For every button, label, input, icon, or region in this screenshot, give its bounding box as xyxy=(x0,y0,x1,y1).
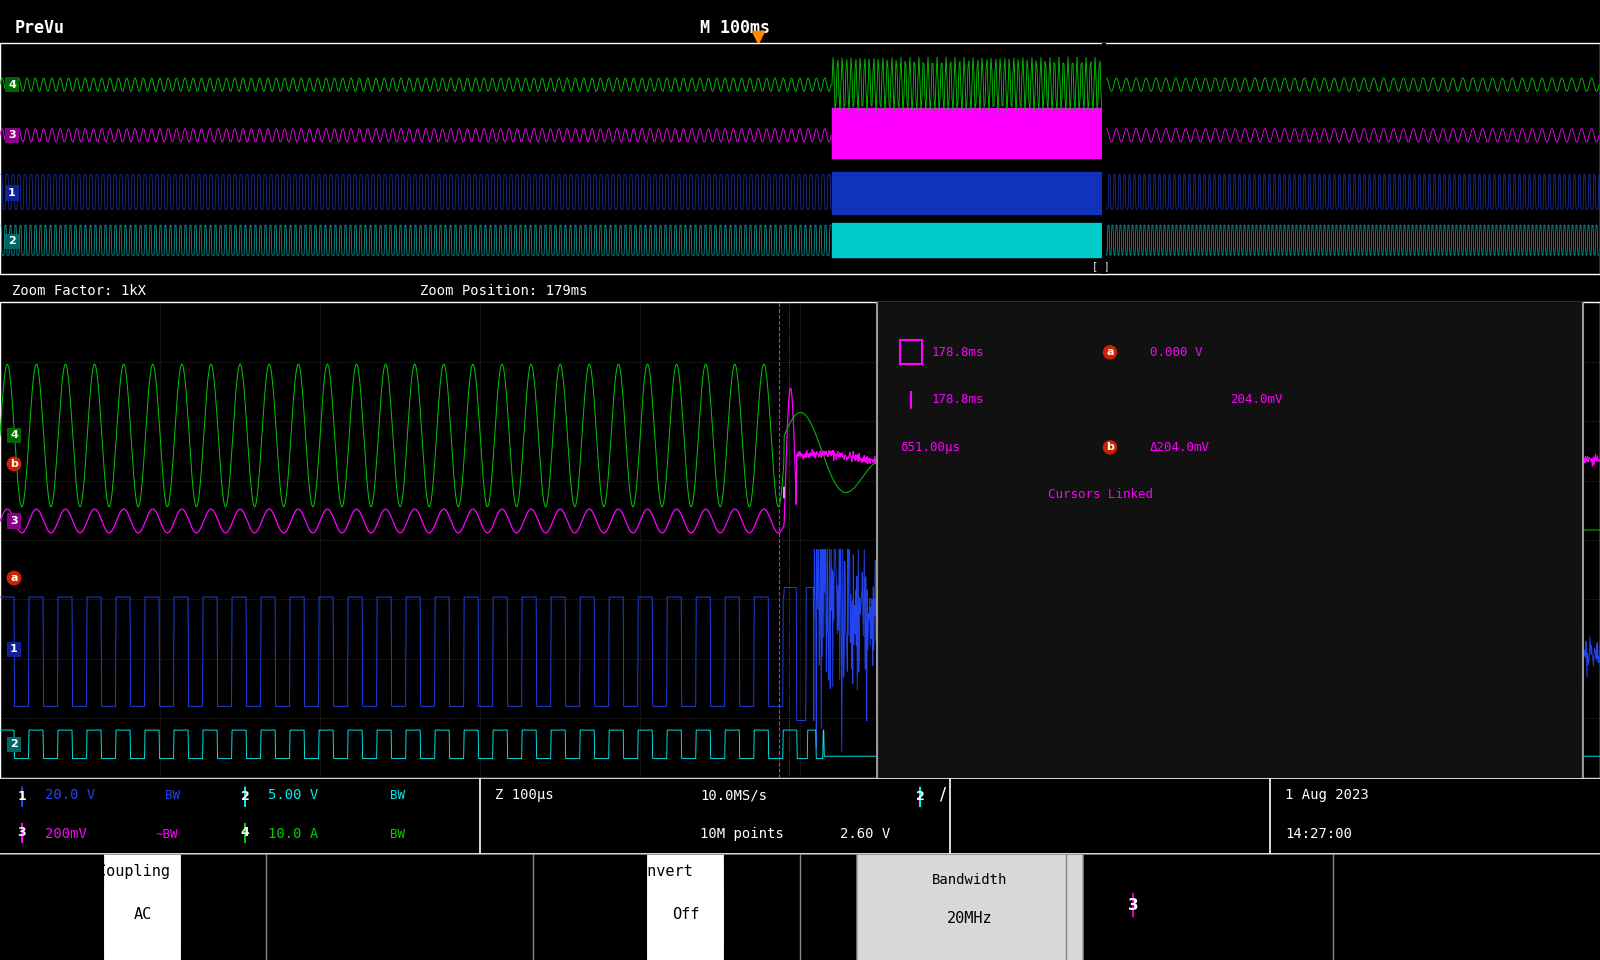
Text: BW: BW xyxy=(390,789,405,803)
Text: ^: ^ xyxy=(1458,871,1474,890)
Text: 20MHz: 20MHz xyxy=(947,911,994,926)
Text: a: a xyxy=(10,573,18,583)
Text: TPP0250: TPP0250 xyxy=(370,920,429,933)
Text: 20.0 V: 20.0 V xyxy=(45,788,96,803)
FancyBboxPatch shape xyxy=(858,550,1083,960)
Text: 10.0MS/s: 10.0MS/s xyxy=(701,788,766,803)
Text: Label: Label xyxy=(1174,902,1221,918)
Text: Δ204.0mV: Δ204.0mV xyxy=(1150,441,1210,454)
Text: AC: AC xyxy=(134,907,152,922)
Text: PreVu: PreVu xyxy=(14,19,66,37)
Text: Bandwidth: Bandwidth xyxy=(933,873,1008,887)
Text: set by: set by xyxy=(374,891,424,905)
Text: b: b xyxy=(1106,443,1114,452)
Text: b: b xyxy=(10,459,18,469)
Text: Zoom Factor: 1kX: Zoom Factor: 1kX xyxy=(13,284,146,298)
Text: 0.000 V: 0.000 V xyxy=(1150,346,1203,359)
Text: δ51.00μs: δ51.00μs xyxy=(899,441,960,454)
FancyBboxPatch shape xyxy=(646,687,725,960)
Text: 2.60 V: 2.60 V xyxy=(840,827,890,841)
Text: 5.00 V: 5.00 V xyxy=(269,788,318,803)
Text: BW: BW xyxy=(165,789,179,803)
Text: Coupling: Coupling xyxy=(96,864,170,878)
Text: 14:27:00: 14:27:00 xyxy=(1285,827,1352,841)
Text: 204.0mV: 204.0mV xyxy=(1230,394,1283,406)
Text: [ ]: [ ] xyxy=(1093,261,1110,272)
Text: 1: 1 xyxy=(18,790,26,804)
Text: BW: BW xyxy=(390,828,405,841)
Text: 3: 3 xyxy=(18,827,26,839)
Text: Off: Off xyxy=(672,907,699,922)
Text: 200mV: 200mV xyxy=(45,827,86,841)
Text: 2: 2 xyxy=(240,790,250,804)
Text: 3: 3 xyxy=(8,131,16,140)
Text: On: On xyxy=(594,908,613,923)
Text: 2: 2 xyxy=(915,790,925,804)
Text: 1 Aug 2023: 1 Aug 2023 xyxy=(1285,788,1368,803)
Text: 1: 1 xyxy=(8,188,16,198)
FancyBboxPatch shape xyxy=(877,0,1582,960)
Text: Cursors Linked: Cursors Linked xyxy=(1048,489,1152,501)
Text: M 100ms: M 100ms xyxy=(701,19,770,37)
Text: 10.0 A: 10.0 A xyxy=(269,827,318,841)
Text: 178.8ms: 178.8ms xyxy=(931,346,984,359)
Text: 3: 3 xyxy=(1128,898,1138,913)
Text: 4: 4 xyxy=(240,827,250,839)
Text: 2: 2 xyxy=(10,739,18,750)
Text: 1: 1 xyxy=(10,644,18,655)
Text: /: / xyxy=(941,785,946,804)
Bar xyxy=(899,341,922,364)
Text: Invert: Invert xyxy=(638,864,693,878)
FancyBboxPatch shape xyxy=(102,687,182,960)
Text: 4: 4 xyxy=(10,430,18,441)
Text: Termination: Termination xyxy=(354,865,445,878)
Text: a: a xyxy=(1106,348,1114,357)
Text: ~BW: ~BW xyxy=(155,828,178,841)
Text: 4: 4 xyxy=(8,80,16,89)
Text: 10M points: 10M points xyxy=(701,827,784,841)
Text: Zoom Position: 179ms: Zoom Position: 179ms xyxy=(419,284,587,298)
Text: 178.8ms: 178.8ms xyxy=(931,394,984,406)
Text: DC: DC xyxy=(51,908,69,923)
Text: 2: 2 xyxy=(8,236,16,247)
Text: More: More xyxy=(1448,914,1485,929)
Text: 3: 3 xyxy=(10,516,18,526)
Text: Z 100μs: Z 100μs xyxy=(494,788,554,803)
